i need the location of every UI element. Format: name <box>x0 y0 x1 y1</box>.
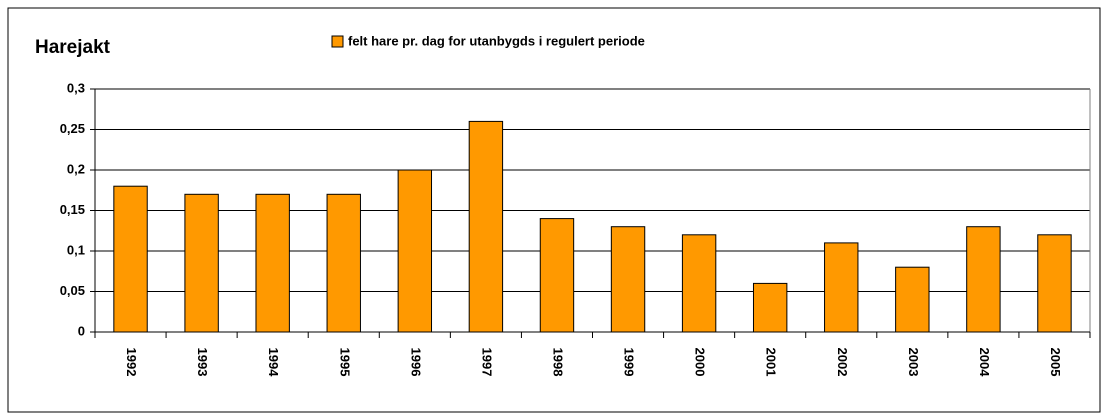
x-tick-label: 1996 <box>408 348 423 377</box>
bar <box>326 193 361 333</box>
bar <box>895 266 930 333</box>
y-tick-label: 0,25 <box>60 121 85 136</box>
bar <box>681 234 717 333</box>
bar <box>184 193 219 333</box>
x-tick-label: 1994 <box>266 348 281 378</box>
y-tick-label: 0 <box>78 323 85 338</box>
bar <box>752 282 788 333</box>
bar <box>468 120 504 333</box>
bar <box>539 218 575 333</box>
x-tick-label: 1995 <box>337 348 352 377</box>
y-tick-label: 0,2 <box>67 161 85 176</box>
chart-title: Harejakt <box>35 37 111 58</box>
x-tick-label: 2005 <box>1048 348 1063 377</box>
x-tick-label: 2002 <box>835 348 850 377</box>
bar <box>255 193 290 333</box>
bar <box>113 185 148 333</box>
x-tick-label: 2003 <box>906 348 921 377</box>
bar <box>1037 234 1072 333</box>
bar <box>824 242 859 333</box>
x-tick-label: 1998 <box>551 348 566 377</box>
x-tick-label: 2004 <box>977 348 992 378</box>
x-tick-label: 2001 <box>764 348 779 377</box>
x-tick-label: 1997 <box>479 348 494 377</box>
y-tick-label: 0,1 <box>67 242 85 257</box>
legend-swatch <box>331 35 344 48</box>
x-tick-label: 1999 <box>622 348 637 377</box>
y-tick-label: 0,3 <box>67 80 85 95</box>
x-tick-label: 1992 <box>124 348 139 377</box>
y-tick-label: 0,15 <box>60 202 85 217</box>
x-tick-label: 1993 <box>195 348 210 377</box>
y-tick-label: 0,05 <box>60 283 85 298</box>
bar <box>610 226 646 333</box>
bar <box>397 169 433 333</box>
x-tick-label: 2000 <box>693 348 708 377</box>
bar <box>966 226 1001 333</box>
legend-label: felt hare pr. dag for utanbygds i regule… <box>348 33 645 48</box>
